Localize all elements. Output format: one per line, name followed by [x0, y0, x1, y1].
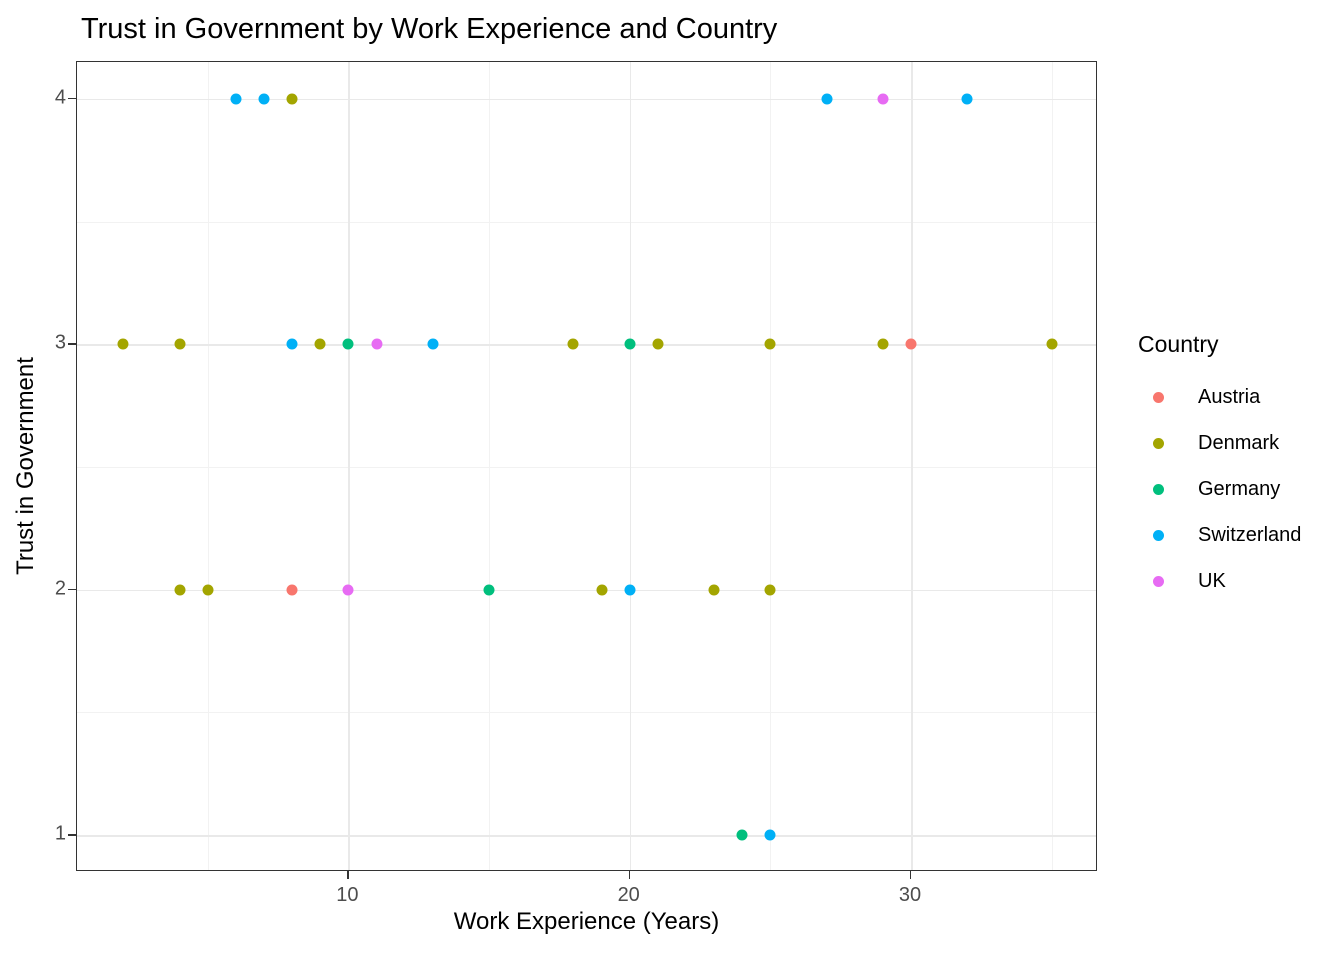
y-axis-tick-label: 4 [54, 86, 66, 109]
gridline-minor-horizontal [77, 221, 1096, 223]
gridline-major-horizontal [77, 344, 1096, 346]
data-point-denmark [652, 338, 664, 350]
y-axis-tick [68, 834, 76, 836]
data-point-germany [342, 338, 354, 350]
data-point-switzerland [821, 93, 833, 105]
legend-item-label: Germany [1198, 477, 1281, 500]
data-point-denmark [596, 584, 608, 596]
data-point-denmark [764, 338, 776, 350]
y-axis-tick [68, 343, 76, 345]
legend-item-label: Switzerland [1198, 523, 1302, 546]
legend-dot-icon [1152, 575, 1164, 587]
data-point-austria [286, 584, 298, 596]
gridline-major-vertical [910, 62, 913, 870]
gridline-minor-vertical [770, 62, 772, 870]
legend-dot-icon [1152, 437, 1164, 449]
gridline-minor-horizontal [77, 712, 1096, 714]
data-point-uk [877, 93, 889, 105]
data-point-switzerland [764, 829, 776, 841]
gridline-major-vertical [348, 62, 351, 870]
x-axis-tick-label: 30 [898, 884, 922, 906]
legend-key [1138, 575, 1178, 587]
data-point-switzerland [961, 93, 973, 105]
gridline-major-horizontal [77, 835, 1096, 837]
legend: Country Austria Denmark Germany Switzerland… [1138, 331, 1301, 604]
y-axis-label: Trust in Government [12, 357, 39, 575]
y-axis-tick-label: 3 [54, 331, 66, 354]
x-axis-tick [347, 871, 349, 879]
gridline-major-vertical [629, 62, 632, 870]
data-point-switzerland [258, 93, 270, 105]
data-point-germany [736, 829, 748, 841]
data-point-denmark [764, 584, 776, 596]
legend-key [1138, 529, 1178, 541]
data-point-switzerland [624, 584, 636, 596]
plot-panel [76, 61, 1097, 871]
data-point-denmark [117, 338, 129, 350]
data-point-denmark [708, 584, 720, 596]
data-point-denmark [567, 338, 579, 350]
gridline-minor-vertical [1051, 62, 1053, 870]
legend-item-germany: Germany [1138, 466, 1301, 512]
legend-items: Austria Denmark Germany Switzerland UK [1138, 374, 1301, 604]
data-point-uk [371, 338, 383, 350]
data-point-denmark [202, 584, 214, 596]
gridline-minor-vertical [207, 62, 209, 870]
x-axis-tick-label: 10 [336, 884, 359, 906]
gridline-minor-horizontal [77, 467, 1096, 468]
data-point-denmark [1046, 338, 1058, 350]
data-point-switzerland [286, 338, 298, 350]
data-point-denmark [174, 584, 186, 596]
legend-key [1138, 437, 1178, 449]
legend-item-austria: Austria [1138, 374, 1301, 420]
chart-title: Trust in Government by Work Experience a… [81, 13, 778, 45]
data-point-denmark [314, 338, 326, 350]
data-point-switzerland [230, 93, 242, 105]
legend-dot-icon [1152, 391, 1164, 403]
gridline-major-horizontal [77, 589, 1096, 592]
legend-item-label: Austria [1198, 385, 1261, 408]
data-point-germany [483, 584, 495, 596]
data-point-uk [342, 584, 354, 596]
legend-title: Country [1138, 331, 1219, 357]
data-point-denmark [877, 338, 889, 350]
gridline-minor-vertical [489, 62, 491, 870]
legend-item-label: UK [1198, 569, 1226, 592]
data-point-denmark [174, 338, 186, 350]
legend-item-label: Denmark [1198, 431, 1280, 454]
legend-item-denmark: Denmark [1138, 420, 1301, 466]
legend-dot-icon [1152, 529, 1164, 541]
data-point-switzerland [427, 338, 439, 350]
legend-item-switzerland: Switzerland [1138, 512, 1301, 558]
data-point-denmark [286, 93, 298, 105]
y-axis-tick-label: 1 [54, 822, 66, 845]
data-point-germany [624, 338, 636, 350]
x-axis-tick [628, 871, 631, 879]
x-axis-tick-label: 20 [617, 884, 640, 906]
legend-key [1138, 391, 1178, 403]
x-axis-tick [909, 871, 912, 879]
legend-item-uk: UK [1138, 558, 1301, 604]
data-point-austria [905, 338, 917, 350]
y-axis-tick [68, 588, 76, 591]
legend-key [1138, 483, 1178, 495]
y-axis-tick-label: 2 [54, 577, 66, 600]
legend-dot-icon [1152, 483, 1164, 495]
y-axis-tick [68, 97, 76, 100]
x-axis-label: Work Experience (Years) [453, 908, 720, 935]
